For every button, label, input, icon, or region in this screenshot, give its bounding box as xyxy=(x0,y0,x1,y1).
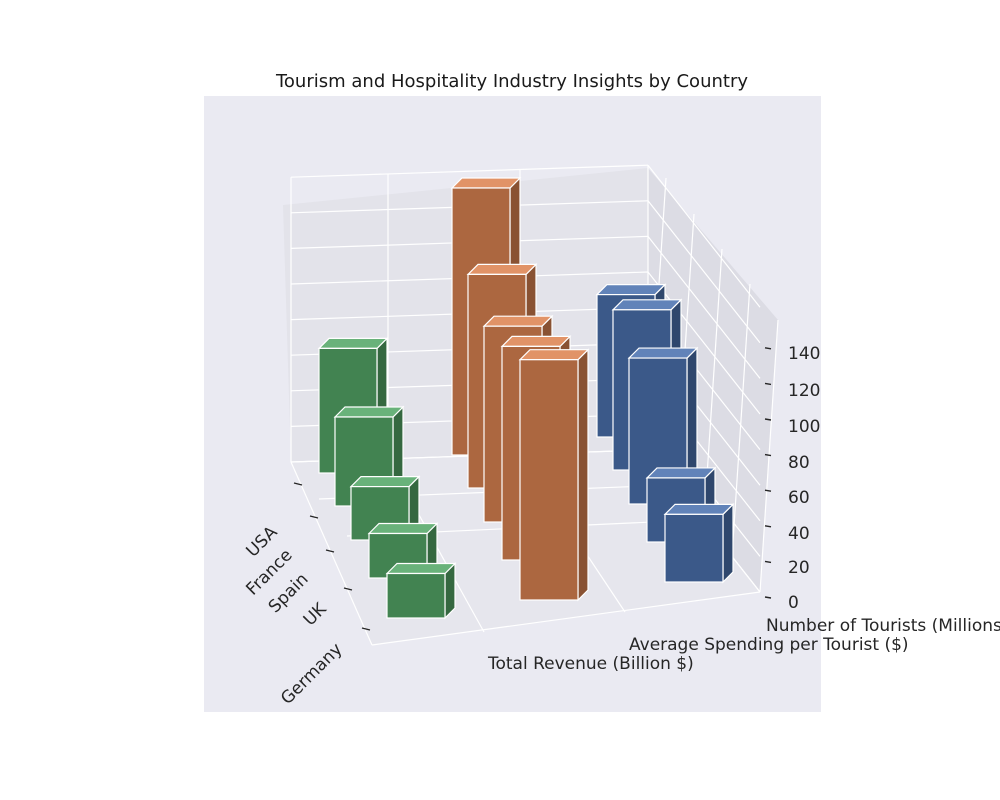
bar-top xyxy=(450,177,522,189)
z-tick-label-60: 60 xyxy=(788,488,810,508)
z-tick xyxy=(764,347,772,350)
z-tick-label-80: 80 xyxy=(788,453,810,473)
z-tick xyxy=(764,453,772,457)
z-tick-label-20: 20 xyxy=(788,558,810,578)
bar-front xyxy=(664,513,724,583)
bars xyxy=(317,176,735,620)
bar-top xyxy=(349,476,421,488)
series-label-tourists: Number of Tourists (Millions) xyxy=(766,616,1000,636)
gridline-floor-depth xyxy=(290,461,373,646)
series-label-spending: Average Spending per Tourist ($) xyxy=(629,635,909,655)
category-tick xyxy=(325,549,335,553)
gridline-side xyxy=(647,271,761,415)
z-tick-label-0: 0 xyxy=(788,593,799,613)
category-tick xyxy=(309,515,319,519)
gridline-back xyxy=(290,164,649,178)
bar-top xyxy=(466,263,538,275)
bar-top xyxy=(333,406,405,418)
z-tick xyxy=(764,418,772,421)
z-tick-label-120: 120 xyxy=(788,381,820,401)
category-tick xyxy=(361,627,371,631)
z-tick xyxy=(764,560,772,564)
gridline-side xyxy=(647,164,761,308)
category-tick xyxy=(293,482,303,486)
gridline-side xyxy=(647,200,761,344)
z-tick xyxy=(764,489,772,492)
gridline-side-vertical xyxy=(731,283,751,557)
axis-ticks xyxy=(293,347,772,631)
bar-top xyxy=(367,522,439,535)
bar-top xyxy=(500,335,572,347)
series-label-revenue: Total Revenue (Billion $) xyxy=(487,654,694,674)
gridline-side-vertical xyxy=(759,319,779,593)
chart-title: Tourism and Hospitality Industry Insight… xyxy=(275,71,748,92)
bar-front xyxy=(386,572,446,619)
bar-germany-series-0 xyxy=(663,502,735,584)
bar-germany-series-1 xyxy=(518,348,590,602)
gridline-floor xyxy=(371,591,761,646)
bar-side xyxy=(722,502,734,584)
bar-top xyxy=(595,284,667,296)
z-tick xyxy=(764,596,772,599)
bar-front xyxy=(519,359,579,601)
bar-germany-series-2 xyxy=(385,562,457,620)
z-tick-label-100: 100 xyxy=(788,417,820,437)
bar-top xyxy=(482,315,554,327)
z-tick xyxy=(764,382,772,386)
bar-top xyxy=(385,562,457,575)
z-tick xyxy=(764,525,772,528)
bar-side xyxy=(577,348,589,602)
bar-top xyxy=(317,337,389,349)
gridline-side xyxy=(647,236,761,379)
bar-top xyxy=(645,467,717,479)
category-tick xyxy=(343,587,353,591)
z-tick-label-40: 40 xyxy=(788,524,810,544)
bar-top xyxy=(611,299,683,311)
bar-top xyxy=(627,347,699,359)
bar-top xyxy=(518,349,590,361)
z-tick-label-140: 140 xyxy=(788,344,820,364)
bar-top xyxy=(663,503,735,515)
